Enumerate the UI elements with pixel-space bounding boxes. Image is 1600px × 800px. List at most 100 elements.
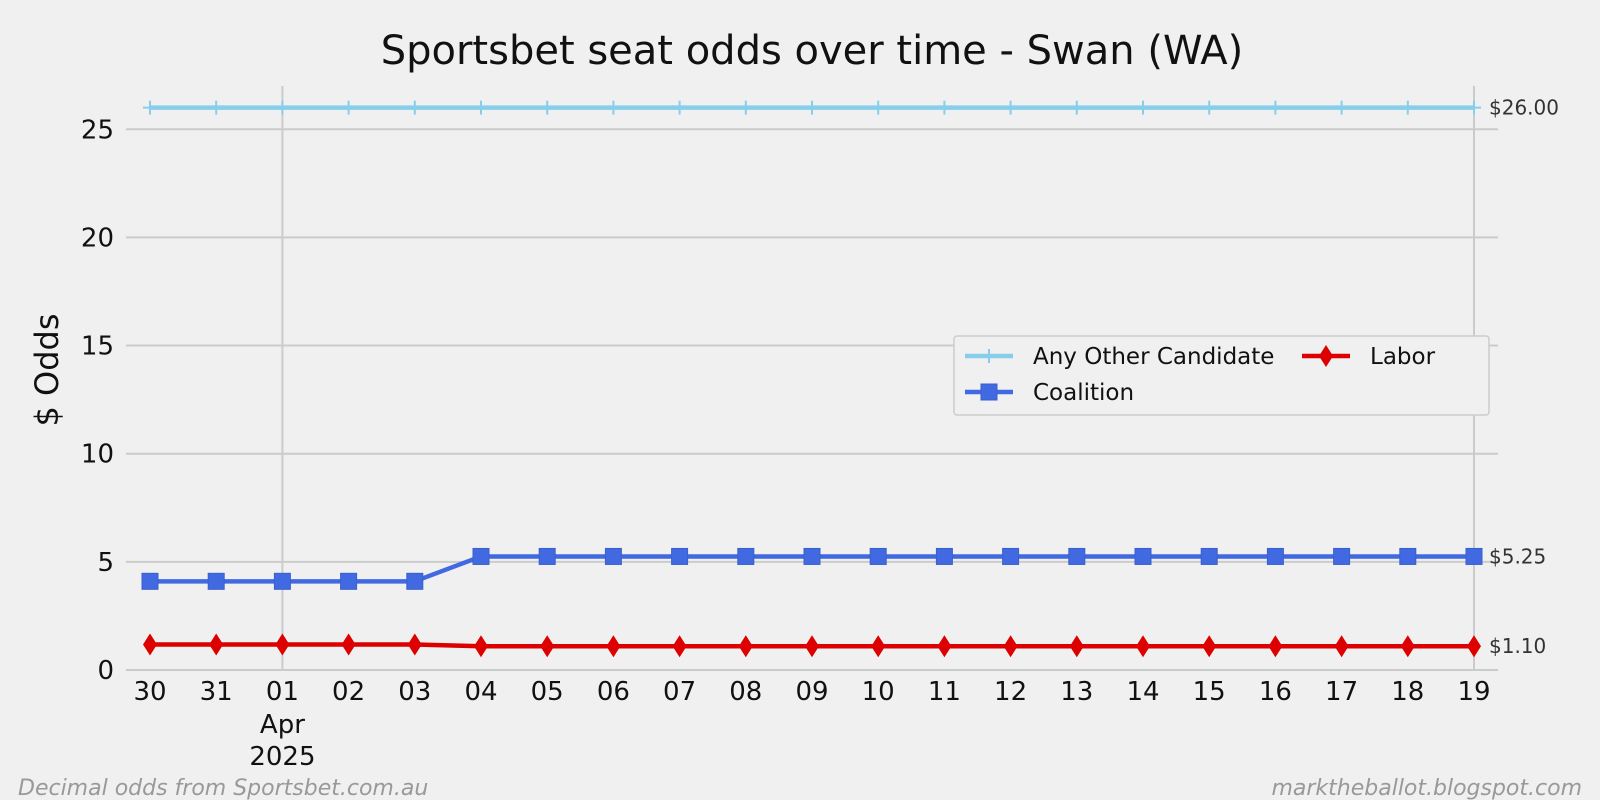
data-point <box>341 633 356 656</box>
legend-label: Coalition <box>1033 380 1134 406</box>
data-point <box>1400 635 1415 658</box>
data-point <box>738 635 753 658</box>
chart-title: Sportsbet seat odds over time - Swan (WA… <box>381 28 1244 74</box>
x-tick-label: 07 <box>663 677 696 707</box>
data-point <box>472 547 490 565</box>
data-point <box>871 100 886 115</box>
y-tick-label: 15 <box>81 332 114 362</box>
y-tick-label: 0 <box>97 656 114 686</box>
x-tick-label: 31 <box>200 677 233 707</box>
data-point <box>738 100 753 115</box>
data-point <box>1465 547 1483 565</box>
data-point <box>672 635 687 658</box>
data-point <box>209 633 224 656</box>
data-point <box>805 635 819 658</box>
data-point <box>672 100 687 115</box>
data-point <box>671 547 689 565</box>
grid <box>126 86 1498 671</box>
data-point <box>340 572 358 590</box>
series-labor: $1.10 <box>143 633 1546 658</box>
data-point <box>540 635 555 658</box>
x-tick-label: 09 <box>795 677 828 707</box>
data-point <box>141 572 159 590</box>
data-point <box>1266 547 1284 565</box>
data-point <box>1268 100 1283 115</box>
x-tick-label: 10 <box>862 677 895 707</box>
data-point <box>1003 100 1018 115</box>
data-point <box>1334 635 1349 658</box>
data-point <box>606 100 621 115</box>
x-tick-label: 11 <box>928 677 961 707</box>
data-point <box>1069 635 1084 658</box>
data-point <box>143 100 157 115</box>
data-point <box>1134 547 1152 565</box>
data-point <box>1202 635 1217 658</box>
data-point <box>407 100 422 115</box>
data-point <box>406 572 424 590</box>
legend-label: Any Other Candidate <box>1033 344 1274 370</box>
legend-marker <box>980 383 998 401</box>
legend-label: Labor <box>1370 344 1436 370</box>
series-layer: $26.00 $5.25 $1.10 <box>141 96 1559 658</box>
series-any-other-candidate: $26.00 <box>143 96 1559 120</box>
data-point <box>737 547 755 565</box>
data-point <box>275 633 290 656</box>
x-tick-label: 18 <box>1391 677 1424 707</box>
legend-marker <box>982 349 996 363</box>
x-month-label: 2025 <box>249 742 315 772</box>
end-value-label: $5.25 <box>1489 544 1546 568</box>
x-tick-label: 08 <box>729 677 762 707</box>
data-point <box>1399 547 1417 565</box>
data-point <box>1333 547 1351 565</box>
data-point <box>1467 635 1481 658</box>
data-point <box>937 100 952 115</box>
data-point <box>540 100 555 115</box>
data-point <box>803 547 821 565</box>
y-tick-label: 20 <box>81 223 114 253</box>
data-point <box>538 547 556 565</box>
data-point <box>935 547 953 565</box>
x-tick-label: 30 <box>133 677 166 707</box>
footer-source: Decimal odds from Sportsbet.com.au <box>18 776 428 800</box>
data-point <box>937 635 952 658</box>
data-point <box>1069 100 1084 115</box>
data-point <box>871 635 886 658</box>
y-tick-label: 5 <box>97 548 114 578</box>
end-value-label: $1.10 <box>1489 634 1546 658</box>
data-point <box>341 100 356 115</box>
data-point <box>207 572 225 590</box>
x-tick-label: 16 <box>1259 677 1292 707</box>
data-point <box>604 547 622 565</box>
x-tick-label: 04 <box>464 677 497 707</box>
data-point <box>1467 100 1481 115</box>
data-point <box>1136 635 1150 658</box>
x-tick-label: 13 <box>1060 677 1093 707</box>
data-point <box>1003 635 1018 658</box>
data-point <box>1200 547 1218 565</box>
x-tick-label: 15 <box>1193 677 1226 707</box>
data-point <box>1202 100 1217 115</box>
x-tick-label: 01 <box>266 677 299 707</box>
data-point <box>407 633 422 656</box>
legend-marker <box>1319 345 1333 367</box>
legend: Any Other Candidate Coalition Labor <box>953 335 1490 416</box>
data-point <box>474 635 488 658</box>
legend-box <box>953 335 1490 416</box>
data-point <box>474 100 488 115</box>
y-tick-label: 10 <box>81 440 114 470</box>
y-tick-label: 25 <box>81 115 114 145</box>
x-tick-label: 03 <box>398 677 431 707</box>
data-point <box>275 100 290 115</box>
data-point <box>143 633 157 656</box>
x-month-label: Apr <box>260 710 305 740</box>
data-point <box>1400 100 1415 115</box>
x-tick-label: 05 <box>531 677 564 707</box>
end-value-label: $26.00 <box>1489 96 1559 120</box>
x-tick-label: 06 <box>597 677 630 707</box>
footer-credit: marktheballot.blogspot.com <box>1271 776 1582 800</box>
data-point <box>1334 100 1349 115</box>
x-tick-label: 12 <box>994 677 1027 707</box>
